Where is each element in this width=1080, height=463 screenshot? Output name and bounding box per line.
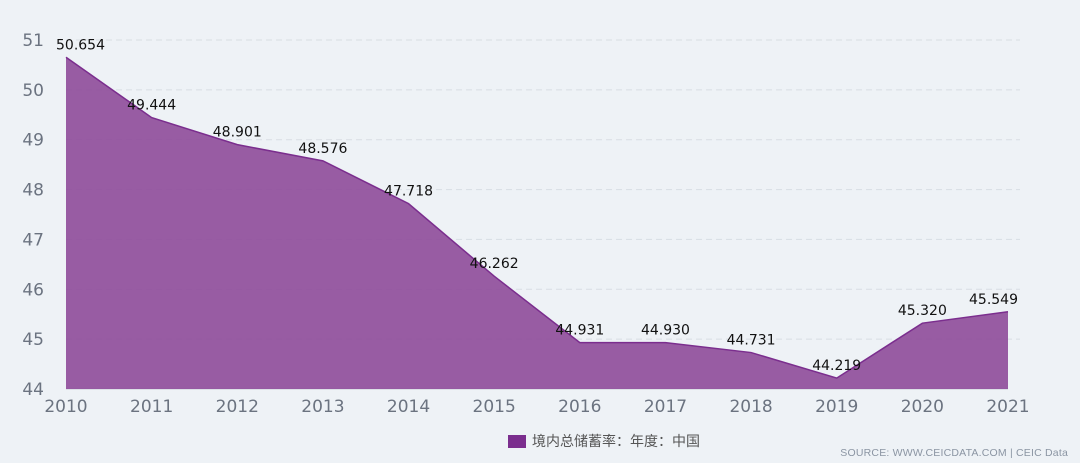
x-tick-label: 2021 <box>986 397 1029 417</box>
data-label: 44.219 <box>812 358 861 374</box>
y-tick-label: 44 <box>22 380 44 400</box>
x-tick-label: 2015 <box>473 397 516 417</box>
data-label: 47.718 <box>384 184 433 200</box>
data-label: 45.549 <box>969 292 1018 308</box>
data-point[interactable] <box>319 157 327 165</box>
data-point[interactable] <box>148 114 156 122</box>
data-point[interactable] <box>62 53 70 61</box>
data-label: 50.654 <box>56 37 105 53</box>
data-label: 44.731 <box>727 333 776 349</box>
x-tick-label: 2020 <box>901 397 944 417</box>
x-tick-label: 2018 <box>729 397 772 417</box>
data-point[interactable] <box>918 319 926 327</box>
y-tick-label: 47 <box>22 230 44 250</box>
y-axis-ticks: 44 45 46 47 48 49 50 51 <box>22 31 44 400</box>
series-line <box>65 56 1009 379</box>
y-tick-label: 51 <box>22 31 44 51</box>
data-label: 44.930 <box>641 323 690 339</box>
data-point[interactable] <box>490 272 498 280</box>
area-fill[interactable] <box>66 57 1008 389</box>
data-label: 44.931 <box>555 323 604 339</box>
data-label: 49.444 <box>127 98 176 114</box>
data-point[interactable] <box>1004 308 1012 316</box>
source-credit: SOURCE: WWW.CEICDATA.COM | CEIC Data <box>840 447 1068 459</box>
data-point[interactable] <box>576 339 584 347</box>
data-point[interactable] <box>833 374 841 382</box>
x-tick-label: 2016 <box>558 397 601 417</box>
x-tick-label: 2019 <box>815 397 858 417</box>
x-tick-label: 2014 <box>387 397 430 417</box>
x-tick-label: 2013 <box>301 397 344 417</box>
data-label: 45.320 <box>898 303 947 319</box>
y-tick-label: 49 <box>22 131 44 151</box>
x-tick-label: 2012 <box>216 397 259 417</box>
data-labels: 50.654 49.444 48.901 48.576 47.718 46.262 44.9… <box>56 37 1018 374</box>
y-tick-label: 45 <box>22 330 44 350</box>
x-tick-label: 2011 <box>130 397 173 417</box>
area-series <box>62 53 1012 389</box>
y-tick-label: 48 <box>22 181 44 201</box>
y-tick-label: 46 <box>22 280 44 300</box>
data-label: 46.262 <box>470 256 519 272</box>
legend[interactable]: 境内总储蓄率：年度：中国 <box>508 431 700 451</box>
data-point[interactable] <box>747 349 755 357</box>
x-tick-label: 2010 <box>44 397 87 417</box>
y-tick-label: 50 <box>22 81 44 101</box>
x-axis-ticks: 2010 2011 2012 2013 2014 2015 2016 2017 2018 2019… <box>44 397 1029 417</box>
data-point[interactable] <box>661 339 669 347</box>
data-point[interactable] <box>405 200 413 208</box>
x-tick-label: 2017 <box>644 397 687 417</box>
data-point[interactable] <box>233 141 241 149</box>
legend-swatch <box>508 434 526 448</box>
data-label: 48.901 <box>213 125 262 141</box>
data-label: 48.576 <box>298 141 347 157</box>
legend-label: 境内总储蓄率：年度：中国 <box>532 434 700 450</box>
